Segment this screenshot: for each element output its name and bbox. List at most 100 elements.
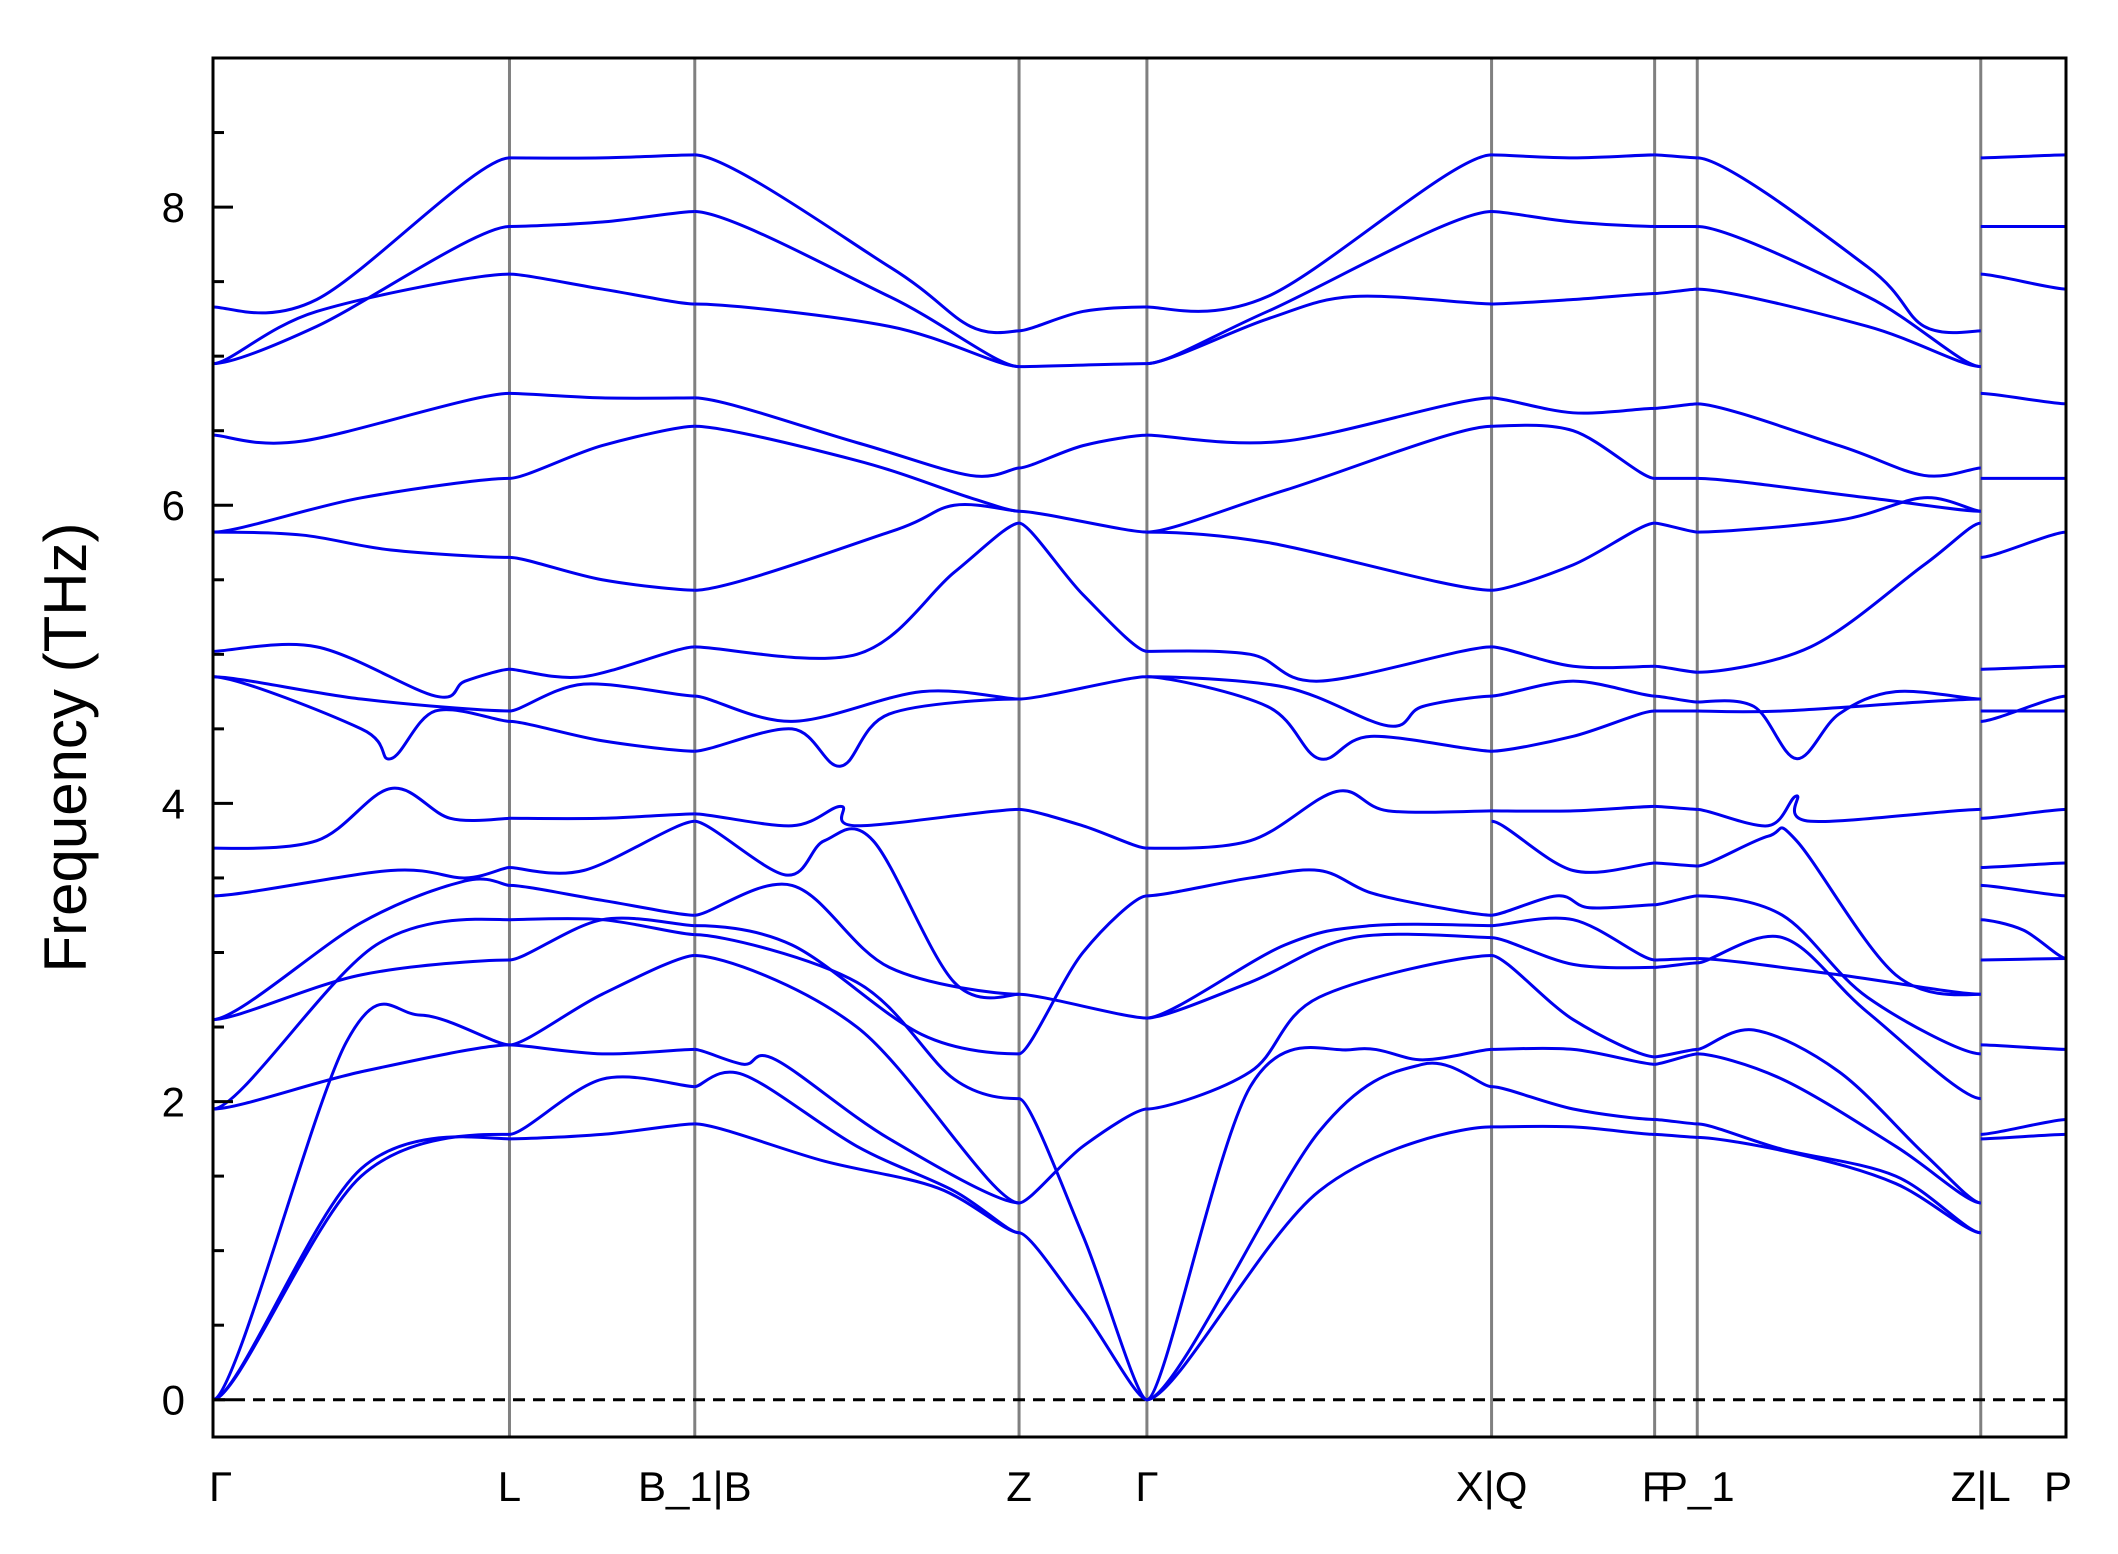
- band-line: [1491, 894, 1655, 917]
- band-line: [212, 1132, 510, 1402]
- band-line: [694, 689, 1020, 723]
- band-line: [1980, 956, 2067, 962]
- y-tick-label-6: 6: [162, 482, 185, 529]
- band-line: [509, 555, 695, 592]
- band-line: [1491, 916, 1655, 962]
- band-line: [1491, 645, 1655, 670]
- band-line: [509, 953, 695, 1047]
- band-line: [1980, 918, 2067, 960]
- band-segment-7: [1696, 156, 1982, 1235]
- band-line: [1491, 953, 1655, 1059]
- band-line: [509, 682, 695, 713]
- band-line: [1654, 956, 1698, 962]
- band-line: [1980, 1117, 2067, 1136]
- band-line: [1018, 807, 1148, 850]
- band-segment-4: [1146, 153, 1492, 1402]
- band-line: [1146, 1061, 1492, 1402]
- band-line: [1654, 1052, 1698, 1066]
- band-line: [1018, 521, 1148, 653]
- band-line: [1697, 697, 1981, 714]
- band-line: [212, 224, 510, 366]
- band-line: [1019, 362, 1147, 369]
- band-line: [1491, 210, 1655, 228]
- band-line: [1654, 861, 1698, 868]
- band-line: [212, 1002, 510, 1402]
- band-line: [1654, 287, 1698, 296]
- band-line: [1018, 1107, 1148, 1205]
- band-line: [1146, 675, 1492, 761]
- band-line: [1146, 922, 1492, 1020]
- band-line: [1697, 521, 1982, 674]
- band-line: [1018, 894, 1148, 1056]
- band-line: [509, 272, 695, 306]
- band-line: [1654, 402, 1698, 410]
- y-tick-label-2: 2: [162, 1079, 185, 1126]
- band-line: [1491, 679, 1655, 698]
- band-segment-3: [1018, 305, 1148, 1402]
- band-line: [1654, 894, 1698, 907]
- band-line: [1146, 153, 1492, 313]
- y-tick-label-4: 4: [162, 780, 185, 827]
- band-line: [1019, 509, 1147, 534]
- band-line: [694, 882, 1020, 996]
- band-line: [1491, 819, 1655, 874]
- band-line: [212, 476, 510, 534]
- band-line: [1018, 1097, 1148, 1402]
- band-line: [1654, 694, 1698, 704]
- band-line: [1019, 992, 1147, 1020]
- kpoint-lines: [507, 58, 1983, 1437]
- band-line: [694, 953, 1020, 1205]
- band-line: [1491, 1085, 1655, 1121]
- band-line: [1146, 868, 1492, 917]
- band-line: [509, 916, 695, 962]
- band-line: [694, 503, 1020, 592]
- band-line: [1697, 1052, 1982, 1205]
- band-line: [1146, 789, 1492, 850]
- band-line: [1980, 861, 2067, 870]
- band-line: [212, 877, 510, 1022]
- band-line: [1980, 883, 2067, 898]
- band-line: [1146, 645, 1492, 683]
- band-line: [694, 424, 1020, 513]
- bands: [212, 153, 2067, 1402]
- x-tick-label-9: P: [2044, 1463, 2072, 1510]
- band-line: [1654, 664, 1698, 674]
- band-line: [1697, 496, 1981, 534]
- band-line: [1146, 210, 1492, 366]
- band-segment-6: [1654, 153, 1698, 1139]
- band-line: [212, 675, 510, 761]
- band-line: [509, 719, 695, 753]
- y-tick-label-0: 0: [162, 1377, 185, 1424]
- x-tick-label-2: B_1|B: [638, 1463, 752, 1510]
- band-line: [212, 958, 510, 1022]
- band-line: [1980, 391, 2067, 406]
- band-line: [1491, 153, 1655, 160]
- band-line: [1697, 794, 1981, 828]
- band-line: [509, 424, 695, 480]
- band-line: [1697, 826, 1981, 997]
- band-line: [1697, 956, 1981, 996]
- x-tick-label-7: P_1: [1660, 1463, 1735, 1510]
- band-line: [212, 786, 510, 850]
- band-line: [1696, 1028, 1982, 1205]
- band-segment-5: [1491, 153, 1655, 1136]
- band-line: [1491, 709, 1655, 753]
- band-line: [1980, 807, 2067, 820]
- band-line: [509, 1122, 695, 1141]
- band-line: [1491, 423, 1655, 480]
- band-line: [694, 924, 1020, 1056]
- band-line: [212, 272, 510, 366]
- band-line: [1146, 424, 1492, 534]
- band-line: [1980, 694, 2067, 723]
- band-line: [1697, 224, 1981, 369]
- band-line: [212, 675, 510, 713]
- band-line: [509, 812, 695, 821]
- band-line: [212, 156, 510, 315]
- band-line: [1654, 521, 1698, 534]
- band-line: [1697, 287, 1981, 369]
- band-line: [694, 1122, 1020, 1235]
- band-line: [212, 917, 510, 1111]
- band-segment-2: [694, 153, 1020, 1235]
- x-tick-label-8: Z|L: [1951, 1463, 2011, 1510]
